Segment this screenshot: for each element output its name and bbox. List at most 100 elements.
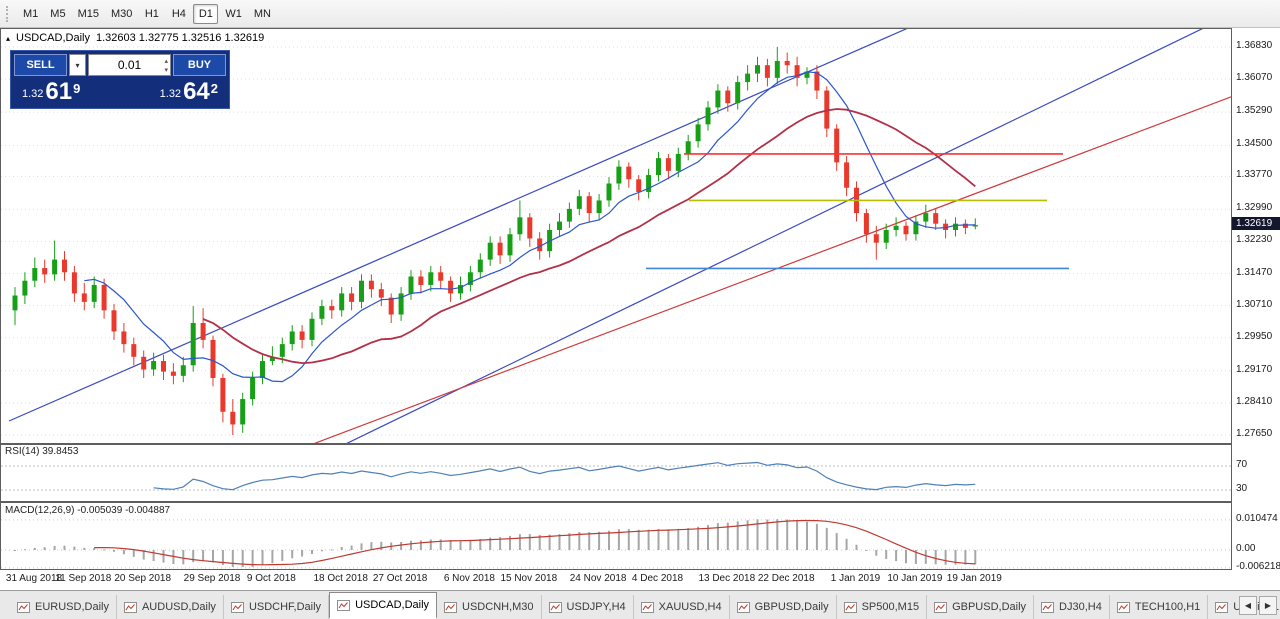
macd-signal-line (94, 519, 976, 566)
chart-icon (843, 601, 857, 613)
price-axis-label: 1.29170 (1236, 363, 1273, 375)
tab-usdchf-daily[interactable]: USDCHF,Daily (224, 595, 330, 619)
ma-slow-line (202, 108, 976, 365)
timeframe-button-m5[interactable]: M5 (50, 7, 66, 20)
price-axis-label: 1.36070 (1236, 72, 1273, 84)
tab-tech100-h1[interactable]: TECH100,H1 (1110, 595, 1209, 619)
bid-price-main: 61 (45, 78, 73, 105)
dropdown-arrow-icon: ▾ (75, 60, 80, 70)
price-axis-label: 1.33770 (1236, 169, 1273, 181)
macd-canvas[interactable] (1, 503, 1231, 569)
chart-ohlc-values: 1.32603 1.32775 1.32516 1.32619 (95, 32, 265, 44)
date-axis[interactable]: 31 Aug 2018 11 Sep 2018 20 Sep 2018 29 Sep … (0, 570, 1232, 590)
chart-icon (123, 601, 137, 613)
chart-icon (230, 601, 244, 613)
date-axis-label: 1 Jan 2019 (830, 573, 881, 584)
scroll-right-icon: ▶ (1264, 601, 1272, 610)
buy-button[interactable]: BUY (173, 54, 226, 76)
date-axis-label: 22 Dec 2018 (757, 573, 815, 584)
chart-title: ▴ USDCAD,Daily 1.32603 1.32775 1.32516 1… (6, 32, 264, 44)
chart-icon (548, 601, 562, 613)
chart-tabs: EURUSD,Daily AUDUSD,Daily USDCHF,Daily USDC… (10, 592, 1280, 619)
timeframe-button-m1[interactable]: M1 (23, 7, 39, 20)
volume-increase-icon[interactable]: ▴ (164, 58, 168, 65)
chart-symbol-title: USDCAD,Daily (16, 32, 90, 44)
sell-button[interactable]: SELL (14, 54, 67, 76)
tab-dj30-h4[interactable]: DJ30,H4 (1034, 595, 1110, 619)
timeframe-button-h4[interactable]: H4 (171, 7, 186, 20)
tab-sp500-m15[interactable]: SP500,M15 (837, 595, 928, 619)
chart-icon (1116, 601, 1130, 613)
ask-price: 1.32 64 2 (159, 80, 218, 104)
rsi-canvas[interactable] (1, 445, 1231, 501)
volume-dropdown-button[interactable]: ▾ (69, 54, 86, 76)
tab-usdcnh-m30[interactable]: USDCNH,M30 (437, 595, 542, 619)
date-axis-label: 20 Sep 2018 (114, 573, 172, 584)
tab-label: EURUSD,Daily (35, 601, 109, 613)
price-axis[interactable]: 1.36830 1.36070 1.35290 1.34500 1.33770 1.329… (1232, 0, 1280, 592)
timeframe-button-w1[interactable]: W1 (225, 7, 242, 20)
chart-icon (736, 601, 750, 613)
ma-fast-line (84, 71, 976, 383)
chart-tab-bar: EURUSD,Daily AUDUSD,Daily USDCHF,Daily USDC… (0, 590, 1280, 619)
volume-field[interactable]: 0.01 ▴ ▾ (88, 54, 171, 76)
ask-price-pip: 2 (210, 81, 218, 96)
timeframe-button-mn[interactable]: MN (253, 7, 271, 20)
rsi-label: RSI(14) 39.8453 (5, 446, 79, 457)
tab-usdjpy-h4[interactable]: USDJPY,H4 (542, 595, 634, 619)
macd-level-label: -0.006218 (1236, 560, 1280, 572)
tab-label: GBPUSD,Daily (952, 601, 1027, 613)
chart-icon (17, 601, 30, 613)
trend-line-red[interactable] (231, 81, 1231, 443)
scroll-right-button[interactable]: ▶ (1259, 596, 1277, 615)
timeframe-button-d1[interactable]: D1 (193, 3, 219, 24)
date-axis-label: 11 Sep 2018 (55, 573, 112, 584)
rsi-level-label: 30 (1236, 483, 1248, 494)
date-axis-label: 13 Dec 2018 (698, 573, 756, 584)
channel-lower-blue[interactable] (327, 29, 1214, 443)
tab-gbpusd-daily[interactable]: GBPUSD,Daily (730, 595, 837, 619)
scroll-left-button[interactable]: ◀ (1239, 596, 1257, 615)
chart-icon (934, 601, 948, 613)
tab-label: USDCHF,Daily (248, 601, 322, 613)
tab-label: USDCNH,M30 (462, 601, 534, 613)
chart-icon (337, 599, 351, 611)
timeframe-buttons: M1 M5 M15 M30 H1 H4 D1 W1 MN (18, 3, 278, 24)
bid-price: 1.32 61 9 (22, 78, 81, 105)
tab-label: DJ30,H4 (1059, 601, 1102, 613)
tab-gbpusd-daily[interactable]: GBPUSD,Daily (927, 595, 1035, 619)
current-price-badge: 1.32619 (1232, 216, 1280, 230)
tab-label: GBPUSD,Daily (754, 601, 829, 613)
bid-price-pip: 9 (73, 81, 81, 96)
price-axis-label: 1.36830 (1236, 40, 1273, 51)
timeframe-button-h1[interactable]: H1 (144, 7, 159, 20)
bid-price-prefix: 1.32 (22, 88, 44, 100)
timeframe-button-m15[interactable]: M15 (77, 7, 99, 20)
tab-label: SP500,M15 (861, 601, 920, 613)
price-axis-label: 1.35290 (1236, 105, 1273, 117)
price-axis-label: 1.31470 (1236, 266, 1273, 278)
one-click-trading-panel: SELL ▾ 0.01 ▴ ▾ BUY 1.32 61 9 1.32 64 (10, 50, 230, 109)
macd-panel[interactable] (0, 502, 1232, 570)
volume-value: 0.01 (117, 58, 142, 72)
tab-usdcad-daily[interactable]: USDCAD,Daily (329, 592, 438, 619)
collapse-arrow-icon[interactable]: ▴ (6, 33, 11, 43)
tab-scroll-buttons: ◀ ▶ (1239, 596, 1277, 615)
volume-decrease-icon[interactable]: ▾ (164, 67, 168, 74)
channel-upper-blue[interactable] (8, 29, 915, 422)
date-axis-label: 27 Oct 2018 (372, 573, 428, 584)
timeframe-toolbar: M1 M5 M15 M30 H1 H4 D1 W1 MN (0, 0, 1280, 28)
price-axis-label: 1.32990 (1236, 202, 1273, 214)
date-axis-label: 9 Oct 2018 (246, 573, 296, 584)
tab-xauusd-h4[interactable]: XAUUSD,H4 (634, 595, 730, 619)
toolbar-grip[interactable] (6, 5, 11, 22)
date-axis-label: 31 Aug 2018 (5, 573, 63, 584)
rsi-panel[interactable] (0, 444, 1232, 502)
tab-eurusd-daily[interactable]: EURUSD,Daily (10, 595, 117, 619)
chart-icon (640, 601, 654, 613)
tab-audusd-daily[interactable]: AUDUSD,Daily (117, 595, 224, 619)
ask-price-prefix: 1.32 (159, 88, 182, 100)
timeframe-button-m30[interactable]: M30 (110, 7, 133, 20)
macd-level-label: 0.010474 (1236, 512, 1278, 524)
